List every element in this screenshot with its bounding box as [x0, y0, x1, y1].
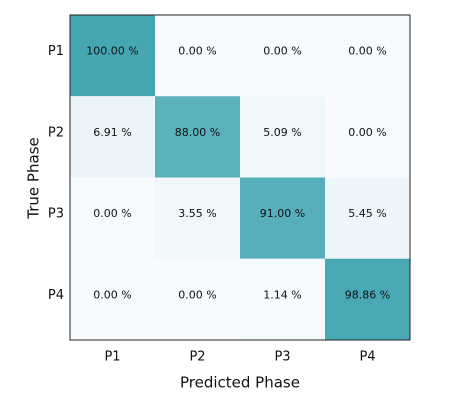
heatmap-cell: [325, 177, 410, 259]
cell-label: 5.09 %: [263, 126, 301, 139]
heatmap-cell: [325, 96, 410, 178]
x-tick-label: P2: [189, 350, 205, 365]
y-axis-title: True Phase: [25, 137, 43, 219]
x-tick-label: P4: [359, 350, 375, 365]
cell-label: 0.00 %: [178, 288, 216, 301]
x-axis-title: Predicted Phase: [180, 374, 300, 392]
heatmap-cell: [325, 258, 410, 340]
y-tick-label: P2: [48, 125, 64, 140]
heatmap-cell: [240, 15, 325, 97]
cell-label: 0.00 %: [348, 126, 386, 139]
cell-label: 3.55 %: [178, 207, 216, 220]
cell-label: 6.91 %: [93, 126, 131, 139]
heatmap-cell: [325, 15, 410, 97]
heatmap-cell: [70, 96, 155, 178]
y-tick-label: P1: [48, 44, 64, 59]
cell-label: 0.00 %: [348, 45, 386, 58]
y-tick-label: P3: [48, 207, 64, 222]
cell-label: 100.00 %: [86, 45, 138, 58]
cell-label: 0.00 %: [178, 45, 216, 58]
heatmap-cell: [70, 177, 155, 259]
cell-label: 88.00 %: [175, 126, 220, 139]
y-tick-label: P4: [48, 288, 64, 303]
cell-label: 91.00 %: [260, 207, 305, 220]
heatmap-cell: [155, 15, 240, 97]
cell-label: 5.45 %: [348, 207, 386, 220]
cell-label: 0.00 %: [263, 45, 301, 58]
heatmap-cell: [70, 258, 155, 340]
heatmap-cell: [240, 258, 325, 340]
cell-label: 1.14 %: [263, 288, 301, 301]
heatmap-cell: [155, 258, 240, 340]
heatmap-cell: [155, 96, 240, 178]
heatmap-cell: [155, 177, 240, 259]
cell-label: 0.00 %: [93, 288, 131, 301]
heatmap-cell: [240, 177, 325, 259]
x-tick-label: P1: [104, 350, 120, 365]
cell-label: 0.00 %: [93, 207, 131, 220]
plot-frame: [69, 14, 411, 341]
heatmap-cell: [70, 15, 155, 97]
cell-label: 98.86 %: [345, 288, 390, 301]
heatmap-cell: [240, 96, 325, 178]
x-tick-label: P3: [274, 350, 290, 365]
